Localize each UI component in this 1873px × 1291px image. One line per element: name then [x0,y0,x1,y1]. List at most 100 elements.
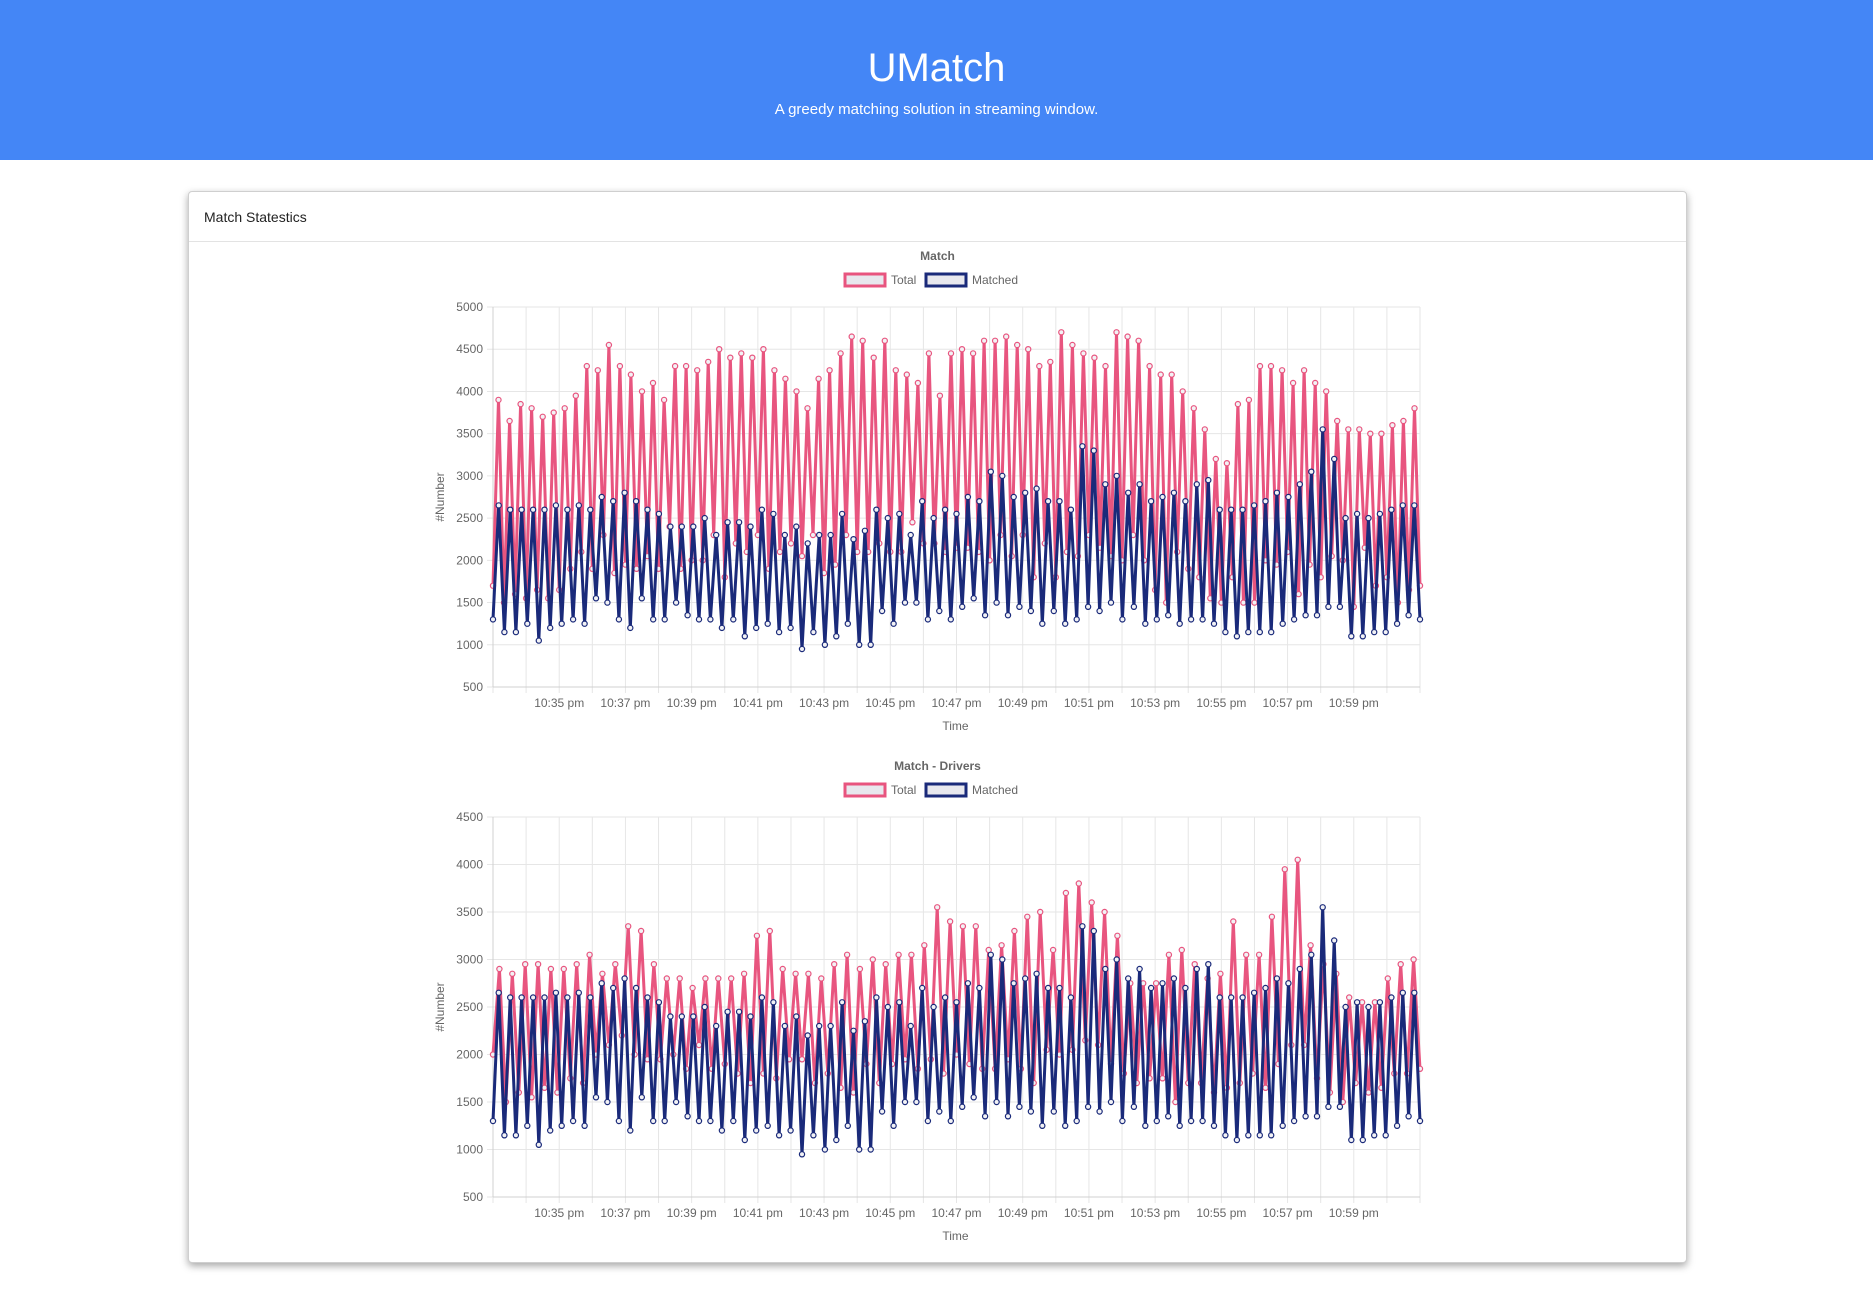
data-point-matched [529,994,537,1001]
data-point-matched [747,1013,754,1020]
data-point-matched [770,510,777,518]
data-point-matched [558,620,565,627]
data-point-matched [827,531,834,539]
data-point-total [921,942,928,949]
data-point-matched [1227,994,1235,1001]
data-point-matched [575,989,582,996]
data-point-matched [644,506,651,513]
data-point-matched [707,616,714,623]
data-point-matched [890,1122,897,1129]
data-point-total [1102,362,1109,370]
y-tick-label: 1500 [456,1095,483,1109]
data-point-matched [970,1094,977,1101]
data-point-matched [753,1127,760,1134]
data-point-matched [924,1117,932,1125]
data-point-matched [724,519,731,526]
data-point-matched [804,1032,811,1039]
data-point-matched [1256,628,1264,636]
data-point-matched [621,489,628,496]
x-tick-label: 10:45 pm [865,696,915,710]
data-point-matched [907,1022,914,1030]
data-point-matched [1044,984,1052,992]
data-point-total [715,975,722,982]
data-point-matched [592,1094,600,1101]
data-point-matched [598,980,605,987]
data-point-matched [1250,502,1258,509]
data-point-total [522,960,529,968]
data-point-matched [1205,960,1212,968]
data-point-total [1146,362,1153,370]
y-tick-label: 1000 [456,638,483,652]
data-point-matched [1353,999,1361,1006]
data-point-total [496,965,503,973]
y-tick-label: 5000 [456,300,483,314]
data-point-matched [1262,984,1269,992]
data-point-matched [610,498,617,505]
data-point-matched [1119,616,1126,623]
data-point-matched [1382,1132,1389,1139]
data-point-matched [1130,1103,1138,1110]
data-point-total [1245,396,1253,404]
data-point-matched [1073,1117,1080,1125]
x-tick-label: 10:57 pm [1263,1206,1313,1220]
data-point-matched [896,999,903,1006]
data-point-matched [1273,489,1281,496]
data-point-total [815,375,822,382]
data-point-matched [552,989,560,996]
data-point-matched [844,620,852,627]
x-tick-label: 10:51 pm [1064,696,1114,710]
data-point-total [1075,880,1083,887]
data-point-matched [587,994,594,1001]
data-point-matched [621,975,628,982]
data-point-matched [993,1098,1000,1106]
data-point-matched [907,531,914,539]
data-point-matched [1325,603,1332,610]
data-point-matched [569,616,577,623]
data-point-matched [1279,1122,1286,1129]
data-point-matched [1079,443,1086,450]
data-point-total [1014,341,1021,349]
chart-match-drivers: Match - Drivers Total Matched 500 1000 1500 20… [433,759,1424,1243]
data-point-matched [941,506,949,513]
data-point-total [1080,350,1087,357]
data-point-matched [672,599,680,606]
data-point-matched [753,624,760,632]
data-point-total [779,965,786,973]
legend-label-matched: Matched [972,783,1018,797]
x-tick-label: 10:55 pm [1196,1206,1246,1220]
data-point-matched [695,616,703,623]
data-point-matched [684,612,691,619]
data-point-total [1058,329,1065,336]
data-point-total [573,960,580,968]
data-point-total [1024,913,1031,920]
data-point-total [625,923,632,930]
data-point-total [539,413,546,420]
data-point-matched [610,984,617,992]
data-point-matched [1039,1122,1046,1129]
data-point-matched [987,468,995,475]
data-point-total [547,965,555,973]
data-point-total [727,354,734,361]
data-point-total [550,409,557,416]
app-subtitle: A greedy matching solution in streaming … [774,101,1099,118]
data-point-matched [981,1113,989,1120]
x-axis-title: Time [942,719,969,733]
data-point-matched [1067,506,1075,513]
data-point-total [1113,329,1120,336]
data-point-matched [856,641,863,648]
chart-match-container: Match Total Matched 500 1000 1500 2000 2500 3000… [189,242,1686,752]
data-point-matched [541,994,548,1001]
data-point-total [1411,405,1418,412]
data-point-matched [1027,607,1035,615]
data-point-matched [798,1151,806,1158]
data-point-matched [661,1117,668,1125]
data-point-total [599,970,606,977]
data-point-matched [1399,502,1407,509]
data-point-matched [501,1132,508,1139]
data-point-matched [1187,616,1195,623]
data-point-matched [1313,612,1321,619]
data-point-total [740,970,748,977]
data-point-matched [489,1117,497,1125]
data-point-matched [838,999,846,1006]
data-point-total [560,965,567,973]
